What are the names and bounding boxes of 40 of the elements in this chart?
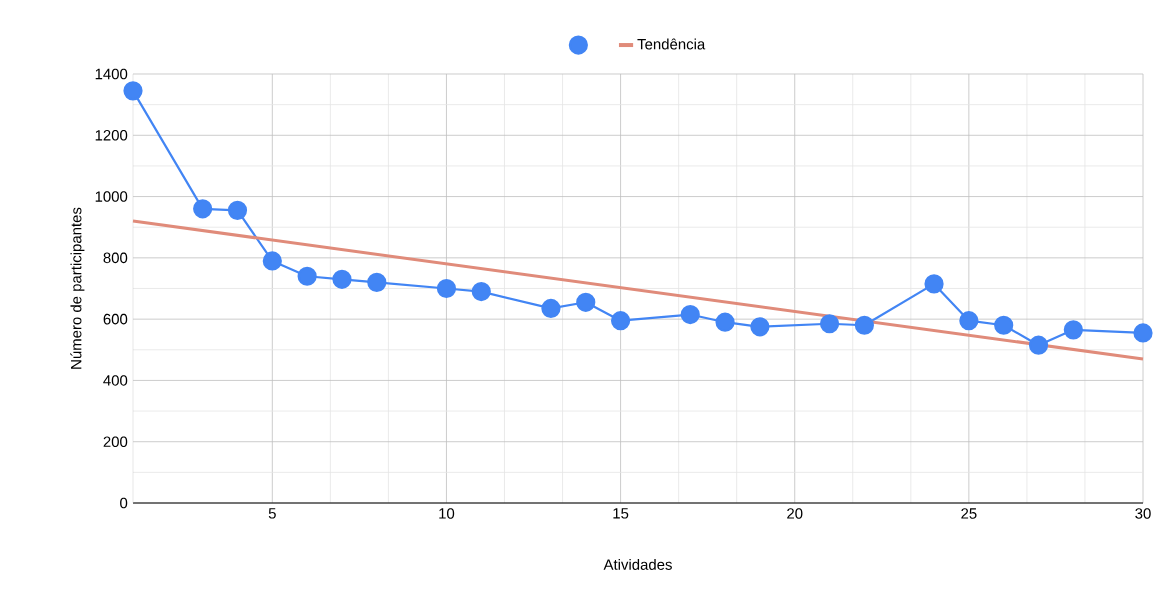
point [541, 298, 561, 319]
point [715, 312, 735, 332]
point [750, 317, 770, 337]
x-tick-label: 20 [787, 508, 803, 519]
point [924, 274, 944, 294]
point [332, 269, 352, 289]
x-tick-label: 15 [613, 508, 629, 519]
y-tick-label: 0 [120, 497, 128, 509]
x-tick-label: 30 [1135, 508, 1151, 519]
point [1133, 323, 1153, 343]
point [367, 272, 387, 292]
point [471, 281, 491, 302]
point [994, 315, 1014, 335]
point [610, 311, 631, 331]
y-tick-label: 1400 [95, 68, 128, 80]
point [123, 81, 143, 101]
x-tick-label: 25 [961, 508, 977, 519]
y-tick-label: 200 [103, 436, 128, 447]
point [959, 311, 979, 331]
point [819, 314, 840, 334]
y-tick-label: 600 [103, 313, 128, 325]
y-tick-label: 400 [103, 375, 128, 386]
point [436, 278, 457, 299]
y-tick-label: 1200 [95, 129, 128, 141]
legend-label: Tendência [637, 38, 706, 50]
point [193, 199, 213, 219]
y-axis-title: Número de participantes [70, 207, 85, 369]
point [297, 266, 317, 286]
x-tick-label: 5 [268, 508, 276, 519]
point [262, 251, 282, 271]
point [1028, 335, 1049, 355]
y-tick-label: 1000 [95, 191, 128, 202]
point [680, 304, 700, 325]
x-axis-title: Atividades [603, 558, 672, 570]
point [576, 292, 596, 312]
y-tick-label: 800 [103, 252, 128, 264]
point [1063, 320, 1083, 340]
x-tick-label: 10 [439, 508, 455, 519]
point [854, 315, 874, 335]
point [227, 200, 248, 220]
